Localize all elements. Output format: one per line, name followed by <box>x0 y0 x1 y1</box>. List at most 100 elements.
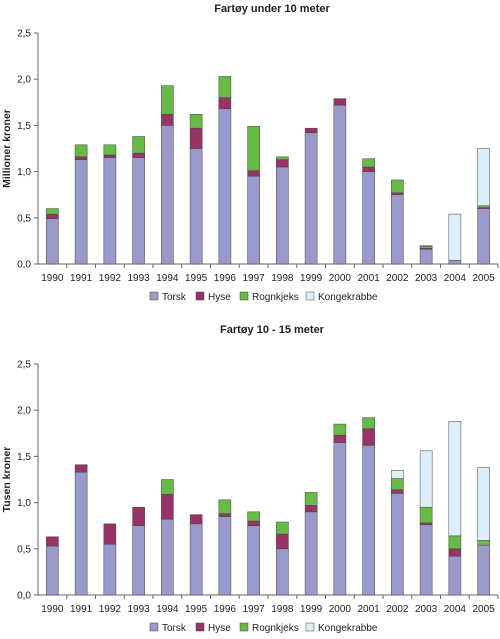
chart-1-y-tick-label: 0,0 <box>17 260 31 271</box>
chart-1-x-tick-label: 1998 <box>271 273 294 284</box>
chart-1-legend-swatch-rognkjeks <box>239 291 249 301</box>
chart-2-bar-torsk-1994 <box>161 518 174 596</box>
chart-1-x-tick-label: 1995 <box>185 273 208 284</box>
chart-1-bar-torsk-1992 <box>103 157 117 265</box>
chart-2-bar-hyse-1999 <box>304 505 318 513</box>
chart-2-y-tick-label: 2,0 <box>17 406 31 417</box>
chart-2-legend-swatch-torsk <box>149 622 159 632</box>
chart-1-bar-rognkjeks-1993 <box>132 136 145 154</box>
chart-2-bar-hyse-1992 <box>103 523 117 545</box>
chart-1-bar-kongekrabbe-2004 <box>448 213 462 261</box>
chart-1-bar-torsk-1993 <box>132 157 145 265</box>
chart-2-bar-torsk-1995 <box>189 523 203 596</box>
chart-1-legend-swatch-hyse <box>195 291 205 301</box>
chart-2-x-tick-label: 1998 <box>271 604 294 615</box>
chart-1-bar-hyse-1992 <box>103 154 117 158</box>
chart-2-bar-torsk-2000 <box>333 442 347 596</box>
chart-2-bar-hyse-1990 <box>46 536 59 547</box>
chart-1-x-tick-label: 2004 <box>444 273 467 284</box>
chart-1-x-tick-label: 1996 <box>214 273 237 284</box>
chart-1-bar-rognkjeks-2005 <box>477 205 490 208</box>
chart-1-bar-hyse-1995 <box>189 127 203 149</box>
chart-1-bar-kongekrabbe-2003 <box>419 245 433 247</box>
chart-1-x-tick-label: 2003 <box>415 273 438 284</box>
chart-1-x-tick-label: 1999 <box>300 273 323 284</box>
chart-2-x-tick-label: 1991 <box>70 604 93 615</box>
chart-2-legend-swatch-rognkjeks <box>239 622 249 632</box>
chart-1-y-tick-label: 0,5 <box>17 213 31 224</box>
chart-2-legend-label-kongekrabbe: Kongekrabbe <box>318 623 378 634</box>
chart-1-bar-rognkjeks-1990 <box>46 208 59 215</box>
chart-2-bar-rognkjeks-2005 <box>477 540 490 546</box>
chart-1-bar-rognkjeks-1992 <box>103 144 117 156</box>
chart-1-x-tick-label: 1991 <box>70 273 93 284</box>
chart-1-bar-torsk-2004 <box>448 260 462 265</box>
chart-2-x-tick-label: 2002 <box>386 604 409 615</box>
chart-2-bar-hyse-2003 <box>419 522 433 526</box>
chart-2-title: Fartøy 10 - 15 meter <box>220 324 325 336</box>
chart-2-x-tick-label: 1999 <box>300 604 323 615</box>
chart-1-bar-torsk-1995 <box>189 148 203 265</box>
chart-2-bar-hyse-2000 <box>333 434 347 443</box>
chart-2-bar-torsk-1997 <box>247 525 260 596</box>
chart-2-bar-hyse-1991 <box>74 464 88 473</box>
chart-1-legend-label-torsk: Torsk <box>162 292 187 303</box>
chart-2-legend-label-torsk: Torsk <box>162 623 187 634</box>
chart-1-legend-swatch-kongekrabbe <box>305 291 315 301</box>
chart-2-bar-torsk-2001 <box>362 445 375 596</box>
chart-2-x-tick-label: 2004 <box>444 604 467 615</box>
chart-2-bar-torsk-1999 <box>304 511 318 596</box>
chart-2-bar-kongekrabbe-2002 <box>391 470 404 479</box>
chart-1-bar-rognkjeks-2002 <box>391 179 404 194</box>
chart-2-bar-torsk-1998 <box>276 548 289 596</box>
chart-1-bar-torsk-1990 <box>46 218 59 265</box>
chart-1-legend-label-rognkjeks: Rognkjeks <box>252 292 299 303</box>
chart-2-bar-hyse-1998 <box>276 533 289 550</box>
chart-2-bar-kongekrabbe-2005 <box>477 467 490 541</box>
chart-1-bar-torsk-2003 <box>419 248 433 265</box>
chart-2-bar-rognkjeks-1994 <box>161 479 174 495</box>
chart-1-x-tick-label: 1997 <box>243 273 266 284</box>
chart-1-bar-rognkjeks-1995 <box>189 114 203 129</box>
chart-2-bar-torsk-1991 <box>74 471 88 596</box>
chart-1-bar-rognkjeks-2001 <box>362 158 375 168</box>
chart-1-bar-rognkjeks-1997 <box>247 126 260 171</box>
chart-2-x-tick-label: 1992 <box>99 604 122 615</box>
chart-1-legend-swatch-torsk <box>149 291 159 301</box>
chart-1-bar-torsk-1999 <box>304 132 318 265</box>
chart-1-y-tick-label: 1,0 <box>17 167 31 178</box>
chart-2-bar-torsk-2002 <box>391 493 404 596</box>
chart-1-x-tick-label: 1992 <box>99 273 122 284</box>
chart-1-bar-hyse-2001 <box>362 166 375 172</box>
chart-1-legend-label-kongekrabbe: Kongekrabbe <box>318 292 378 303</box>
chart-1-x-tick-label: 2000 <box>329 273 352 284</box>
chart-1-bar-rognkjeks-1994 <box>161 85 174 115</box>
chart-2-bar-hyse-2002 <box>391 489 404 494</box>
chart-2-bar-rognkjeks-2000 <box>333 423 347 436</box>
chart-2-bar-torsk-1992 <box>103 543 117 596</box>
chart-1-bar-hyse-1996 <box>218 97 232 110</box>
chart-1-bar-hyse-1994 <box>161 114 174 126</box>
chart-2-x-tick-label: 1996 <box>214 604 237 615</box>
chart-2-x-tick-label: 1997 <box>243 604 266 615</box>
chart-1-y-tick-label: 1,5 <box>17 121 31 132</box>
chart-2-bar-torsk-1990 <box>46 545 59 596</box>
chart-2-bar-rognkjeks-2003 <box>419 506 433 524</box>
chart-2-legend-swatch-hyse <box>195 622 205 632</box>
chart-1-bar-torsk-1994 <box>161 125 174 265</box>
chart-1-bar-rognkjeks-1996 <box>218 76 232 98</box>
chart-1-x-tick-label: 2001 <box>358 273 381 284</box>
chart-2-bar-hyse-1993 <box>132 506 145 526</box>
chart-1-x-tick-label: 1990 <box>41 273 64 284</box>
chart-1-bar-rognkjeks-2003 <box>419 246 433 249</box>
chart-2-bar-hyse-1997 <box>247 520 260 526</box>
chart-2-bar-rognkjeks-1999 <box>304 492 318 506</box>
chart-1-x-tick-label: 2002 <box>386 273 409 284</box>
chart-1-bar-torsk-1998 <box>276 166 289 265</box>
chart-2-bar-hyse-2004 <box>448 548 462 557</box>
chart-2-bar-kongekrabbe-2003 <box>419 450 433 508</box>
chart-1-bar-torsk-2000 <box>333 104 347 265</box>
chart-1-bar-rognkjeks-1991 <box>74 144 88 158</box>
